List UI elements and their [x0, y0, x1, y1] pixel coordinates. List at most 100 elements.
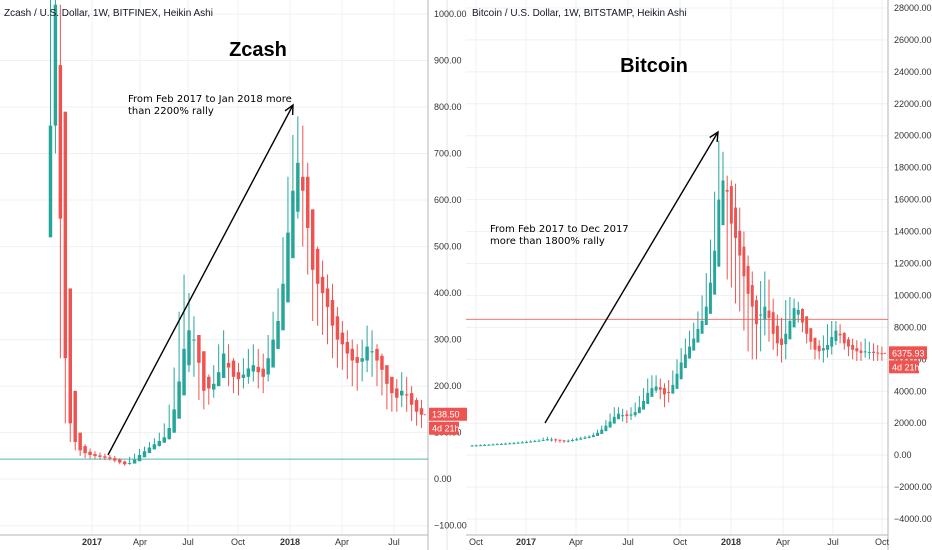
y-tick-label: 4000.00 — [894, 386, 927, 396]
candle-body — [177, 381, 181, 419]
candle-body — [738, 230, 742, 256]
x-tick-label: Oct — [231, 537, 246, 547]
chart-heading: Zcash — [229, 39, 287, 61]
candle-body — [271, 339, 275, 368]
candle-body — [554, 439, 558, 441]
candle-body — [315, 248, 320, 284]
candle-body — [350, 348, 354, 361]
candle-body — [256, 366, 260, 373]
x-tick-label: 2018 — [721, 537, 741, 547]
trend-arrow — [544, 131, 719, 424]
x-tick-label: 2017 — [82, 537, 102, 547]
candle-body — [360, 358, 364, 362]
annotation-text: From Feb 2017 to Jan 2018 more — [128, 94, 292, 105]
candle-body — [550, 439, 554, 441]
candle-body — [788, 321, 792, 340]
candle-body — [537, 440, 541, 442]
candle-body — [192, 339, 196, 341]
candle-body — [495, 444, 499, 446]
candle-body — [876, 352, 880, 354]
candle-body — [281, 283, 285, 331]
y-tick-label: 800.00 — [434, 102, 462, 112]
candle-body — [487, 444, 491, 446]
candle-body — [855, 348, 859, 352]
candle-body — [504, 443, 508, 445]
candle-body — [152, 444, 157, 450]
candle-body — [746, 265, 750, 294]
candle-body — [157, 441, 162, 446]
y-tick-label: 16000.00 — [894, 195, 932, 205]
candle-body — [742, 246, 746, 277]
candle-body — [621, 415, 625, 417]
candle-body — [236, 372, 241, 380]
x-tick-label: Apr — [133, 537, 147, 547]
candles — [48, 0, 424, 466]
candle-body — [137, 454, 142, 462]
candle-body — [93, 454, 97, 456]
candle-body — [512, 443, 516, 445]
x-tick-label: Apr — [776, 537, 790, 547]
candle-body — [734, 207, 738, 238]
candle-body — [851, 344, 855, 350]
candle-body — [142, 451, 147, 458]
candle-body — [483, 444, 487, 446]
candle-body — [671, 384, 675, 394]
candle-body — [771, 312, 775, 334]
y-tick-label: 24000.00 — [894, 67, 932, 77]
candle-body — [570, 439, 574, 441]
chart-panel-bitcoin: 28000.00 26000.00 24000.00 22000.00 20000.00… — [466, 0, 932, 550]
candle-body — [813, 337, 817, 350]
candle-body — [826, 344, 830, 350]
candle-body — [529, 441, 533, 443]
candle-body — [708, 282, 712, 314]
candle-body — [604, 425, 608, 432]
candle-body — [650, 388, 654, 397]
candle-body — [395, 388, 399, 398]
arrow-head — [709, 130, 719, 143]
candle-body — [600, 429, 604, 434]
countdown-badge — [889, 360, 919, 374]
candle-body — [863, 351, 867, 353]
chart-panel-zcash: 1000.00 900.00 800.00 700.00 600.00 500.00 400… — [0, 0, 467, 550]
candle-body — [658, 387, 662, 390]
y-tick-label: 8000.00 — [894, 322, 927, 332]
candle-body — [98, 455, 102, 457]
candle-body — [63, 111, 68, 359]
candle-body — [717, 199, 721, 267]
candle-body — [68, 288, 72, 424]
candle-body — [113, 458, 117, 461]
y-tick-label: 12000.00 — [894, 259, 932, 269]
x-tick-label: Jul — [622, 537, 634, 547]
candle-body — [838, 333, 842, 336]
candle-body — [491, 444, 495, 446]
y-tick-label: −100.00 — [434, 521, 467, 531]
candle-body — [725, 190, 729, 192]
y-tick-label: 6000.00 — [894, 354, 927, 364]
candle-body — [306, 176, 310, 228]
candle-body — [646, 392, 650, 405]
candle-body — [633, 412, 637, 416]
candle-body — [197, 334, 201, 363]
candle-body — [596, 432, 600, 436]
candle-body — [842, 332, 846, 344]
candle-body — [821, 348, 825, 351]
candle-body — [212, 383, 216, 390]
candle-body — [830, 336, 834, 347]
countdown-label: 4d 21h — [432, 424, 460, 434]
x-tick-label: Oct — [469, 537, 484, 547]
x-tick-label: 2017 — [516, 537, 536, 547]
last-price-badge — [429, 407, 467, 421]
candle-body — [221, 353, 226, 378]
candle-body — [629, 414, 633, 416]
y-tick-label: 400.00 — [434, 288, 462, 298]
annotation-text: more than 1800% rally — [490, 236, 605, 247]
y-tick-label: 0.00 — [894, 450, 912, 460]
candle-body — [380, 355, 384, 370]
candle-body — [637, 407, 641, 414]
chart-title: Bitcoin / U.S. Dollar, 1W, BITSTAMP, Hei… — [472, 8, 687, 19]
y-tick-label: 10000.00 — [894, 290, 932, 300]
y-tick-label: 500.00 — [434, 242, 462, 252]
y-tick-label: 28000.00 — [894, 3, 932, 13]
candle-body — [541, 439, 545, 441]
